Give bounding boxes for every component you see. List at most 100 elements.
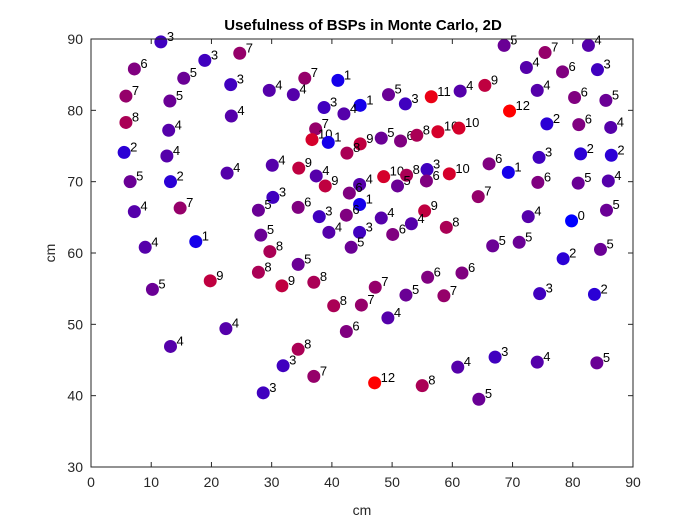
data-point-label: 1 bbox=[366, 92, 373, 107]
data-point-label: 4 bbox=[366, 172, 373, 187]
data-point bbox=[119, 89, 133, 103]
data-point bbox=[292, 161, 306, 175]
data-point-label: 8 bbox=[276, 239, 283, 254]
data-point bbox=[291, 257, 305, 271]
data-point-label: 4 bbox=[394, 305, 401, 320]
data-point bbox=[198, 53, 212, 67]
data-point bbox=[455, 266, 469, 280]
data-point-label: 7 bbox=[246, 40, 253, 55]
data-point-label: 8 bbox=[304, 336, 311, 351]
data-point-label: 5 bbox=[304, 251, 311, 266]
data-point-label: 8 bbox=[340, 293, 347, 308]
data-point-label: 5 bbox=[158, 276, 165, 291]
data-point bbox=[571, 176, 585, 190]
data-point-label: 4 bbox=[417, 211, 424, 226]
data-point-label: 8 bbox=[353, 140, 360, 155]
data-point-label: 7 bbox=[551, 40, 558, 55]
data-point-label: 2 bbox=[617, 142, 624, 157]
data-point-label: 3 bbox=[325, 204, 332, 219]
data-point bbox=[276, 359, 290, 373]
data-point bbox=[521, 210, 535, 224]
data-point-label: 4 bbox=[232, 316, 239, 331]
y-tick-label: 30 bbox=[67, 459, 83, 475]
data-point-label: 7 bbox=[311, 65, 318, 80]
data-point bbox=[488, 350, 502, 364]
x-tick-label: 20 bbox=[204, 474, 220, 490]
data-point-label: 5 bbox=[176, 88, 183, 103]
data-point bbox=[318, 179, 332, 193]
data-point-label: 3 bbox=[330, 94, 337, 109]
data-point-label: 6 bbox=[544, 169, 551, 184]
data-point-label: 9 bbox=[216, 268, 223, 283]
data-point bbox=[419, 174, 433, 188]
data-point bbox=[374, 131, 388, 145]
data-point bbox=[291, 200, 305, 214]
data-point bbox=[275, 279, 289, 293]
data-point-label: 3 bbox=[546, 281, 553, 296]
data-point bbox=[262, 83, 276, 97]
data-point bbox=[307, 275, 321, 289]
data-point bbox=[601, 174, 615, 188]
data-point-label: 4 bbox=[237, 103, 244, 118]
data-point bbox=[398, 97, 412, 111]
data-point-label: 4 bbox=[299, 82, 306, 97]
data-point-label: 0 bbox=[578, 208, 585, 223]
y-tick-label: 50 bbox=[67, 316, 83, 332]
data-point bbox=[189, 235, 203, 249]
data-point-label: 8 bbox=[423, 122, 430, 137]
data-point-label: 5 bbox=[190, 65, 197, 80]
data-point bbox=[353, 137, 367, 151]
data-point bbox=[162, 123, 176, 137]
data-point bbox=[593, 242, 607, 256]
data-point-label: 2 bbox=[130, 139, 137, 154]
data-point bbox=[353, 178, 367, 192]
data-point bbox=[127, 62, 141, 76]
data-point-label: 3 bbox=[289, 353, 296, 368]
data-point bbox=[452, 121, 466, 135]
data-point-label: 7 bbox=[132, 83, 139, 98]
data-point-label: 6 bbox=[495, 151, 502, 166]
data-point bbox=[599, 93, 613, 107]
data-point bbox=[386, 227, 400, 241]
data-point-label: 6 bbox=[432, 168, 439, 183]
data-point bbox=[472, 392, 486, 406]
data-point-label: 6 bbox=[569, 59, 576, 74]
data-point bbox=[340, 146, 354, 160]
data-point bbox=[321, 135, 335, 149]
data-point-label: 4 bbox=[464, 354, 471, 369]
x-tick-label: 30 bbox=[264, 474, 280, 490]
data-point bbox=[163, 175, 177, 189]
data-point bbox=[581, 38, 595, 52]
data-point bbox=[400, 168, 414, 182]
data-point bbox=[431, 125, 445, 139]
data-point-label: 5 bbox=[525, 229, 532, 244]
data-point-label: 1 bbox=[514, 159, 521, 174]
data-point bbox=[117, 145, 131, 159]
data-point bbox=[574, 147, 588, 161]
data-point-label: 9 bbox=[431, 198, 438, 213]
data-point-label: 8 bbox=[452, 214, 459, 229]
y-tick-label: 80 bbox=[67, 102, 83, 118]
data-point-label: 12 bbox=[516, 98, 530, 113]
data-point-label: 9 bbox=[305, 155, 312, 170]
data-point bbox=[471, 190, 485, 204]
y-tick-label: 60 bbox=[67, 245, 83, 261]
data-point bbox=[404, 217, 418, 231]
data-point-label: 4 bbox=[617, 114, 624, 129]
data-point-label: 4 bbox=[350, 101, 357, 116]
data-point-label: 4 bbox=[614, 168, 621, 183]
data-point bbox=[263, 245, 277, 259]
data-point bbox=[256, 386, 270, 400]
data-point-label: 6 bbox=[355, 180, 362, 195]
data-point-label: 6 bbox=[140, 56, 147, 71]
data-point bbox=[394, 134, 408, 148]
data-point-label: 3 bbox=[501, 344, 508, 359]
data-point bbox=[482, 157, 496, 171]
data-point-label: 7 bbox=[320, 363, 327, 378]
data-point-label: 5 bbox=[387, 125, 394, 140]
data-point bbox=[177, 71, 191, 85]
x-tick-label: 90 bbox=[625, 474, 641, 490]
data-point bbox=[138, 240, 152, 254]
data-point-label: 5 bbox=[357, 234, 364, 249]
